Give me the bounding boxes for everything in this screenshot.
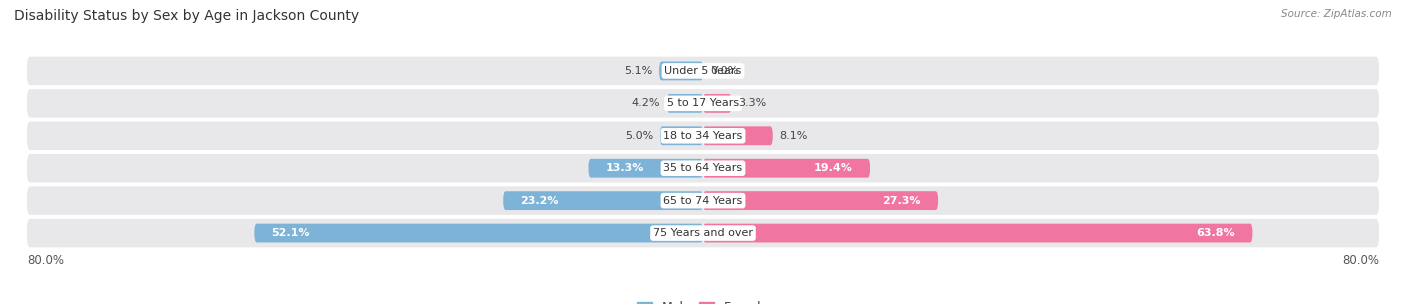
FancyBboxPatch shape bbox=[589, 159, 703, 178]
Text: 75 Years and over: 75 Years and over bbox=[652, 228, 754, 238]
Legend: Male, Female: Male, Female bbox=[634, 299, 772, 304]
FancyBboxPatch shape bbox=[703, 94, 731, 113]
Text: 3.3%: 3.3% bbox=[738, 98, 766, 108]
FancyBboxPatch shape bbox=[27, 186, 1379, 215]
Text: 5.0%: 5.0% bbox=[624, 131, 652, 141]
FancyBboxPatch shape bbox=[27, 219, 1379, 247]
FancyBboxPatch shape bbox=[703, 191, 938, 210]
FancyBboxPatch shape bbox=[27, 57, 1379, 85]
FancyBboxPatch shape bbox=[703, 224, 1253, 243]
Text: 23.2%: 23.2% bbox=[520, 196, 560, 206]
Text: 4.2%: 4.2% bbox=[631, 98, 659, 108]
FancyBboxPatch shape bbox=[703, 126, 773, 145]
Text: 5 to 17 Years: 5 to 17 Years bbox=[666, 98, 740, 108]
Text: 80.0%: 80.0% bbox=[1341, 254, 1379, 267]
Text: 63.8%: 63.8% bbox=[1197, 228, 1236, 238]
Text: 5.1%: 5.1% bbox=[624, 66, 652, 76]
FancyBboxPatch shape bbox=[27, 154, 1379, 182]
FancyBboxPatch shape bbox=[666, 94, 703, 113]
Text: 80.0%: 80.0% bbox=[27, 254, 65, 267]
Text: 35 to 64 Years: 35 to 64 Years bbox=[664, 163, 742, 173]
Text: Source: ZipAtlas.com: Source: ZipAtlas.com bbox=[1281, 9, 1392, 19]
FancyBboxPatch shape bbox=[27, 89, 1379, 118]
Text: 27.3%: 27.3% bbox=[883, 196, 921, 206]
FancyBboxPatch shape bbox=[503, 191, 703, 210]
FancyBboxPatch shape bbox=[659, 126, 703, 145]
Text: Under 5 Years: Under 5 Years bbox=[665, 66, 741, 76]
Text: 13.3%: 13.3% bbox=[606, 163, 644, 173]
Text: 0.0%: 0.0% bbox=[710, 66, 738, 76]
Text: 19.4%: 19.4% bbox=[814, 163, 853, 173]
Text: 65 to 74 Years: 65 to 74 Years bbox=[664, 196, 742, 206]
FancyBboxPatch shape bbox=[27, 122, 1379, 150]
FancyBboxPatch shape bbox=[659, 61, 703, 80]
Text: 52.1%: 52.1% bbox=[271, 228, 311, 238]
Text: 8.1%: 8.1% bbox=[780, 131, 808, 141]
Text: Disability Status by Sex by Age in Jackson County: Disability Status by Sex by Age in Jacks… bbox=[14, 9, 359, 23]
Text: 18 to 34 Years: 18 to 34 Years bbox=[664, 131, 742, 141]
FancyBboxPatch shape bbox=[703, 159, 870, 178]
FancyBboxPatch shape bbox=[254, 224, 703, 243]
